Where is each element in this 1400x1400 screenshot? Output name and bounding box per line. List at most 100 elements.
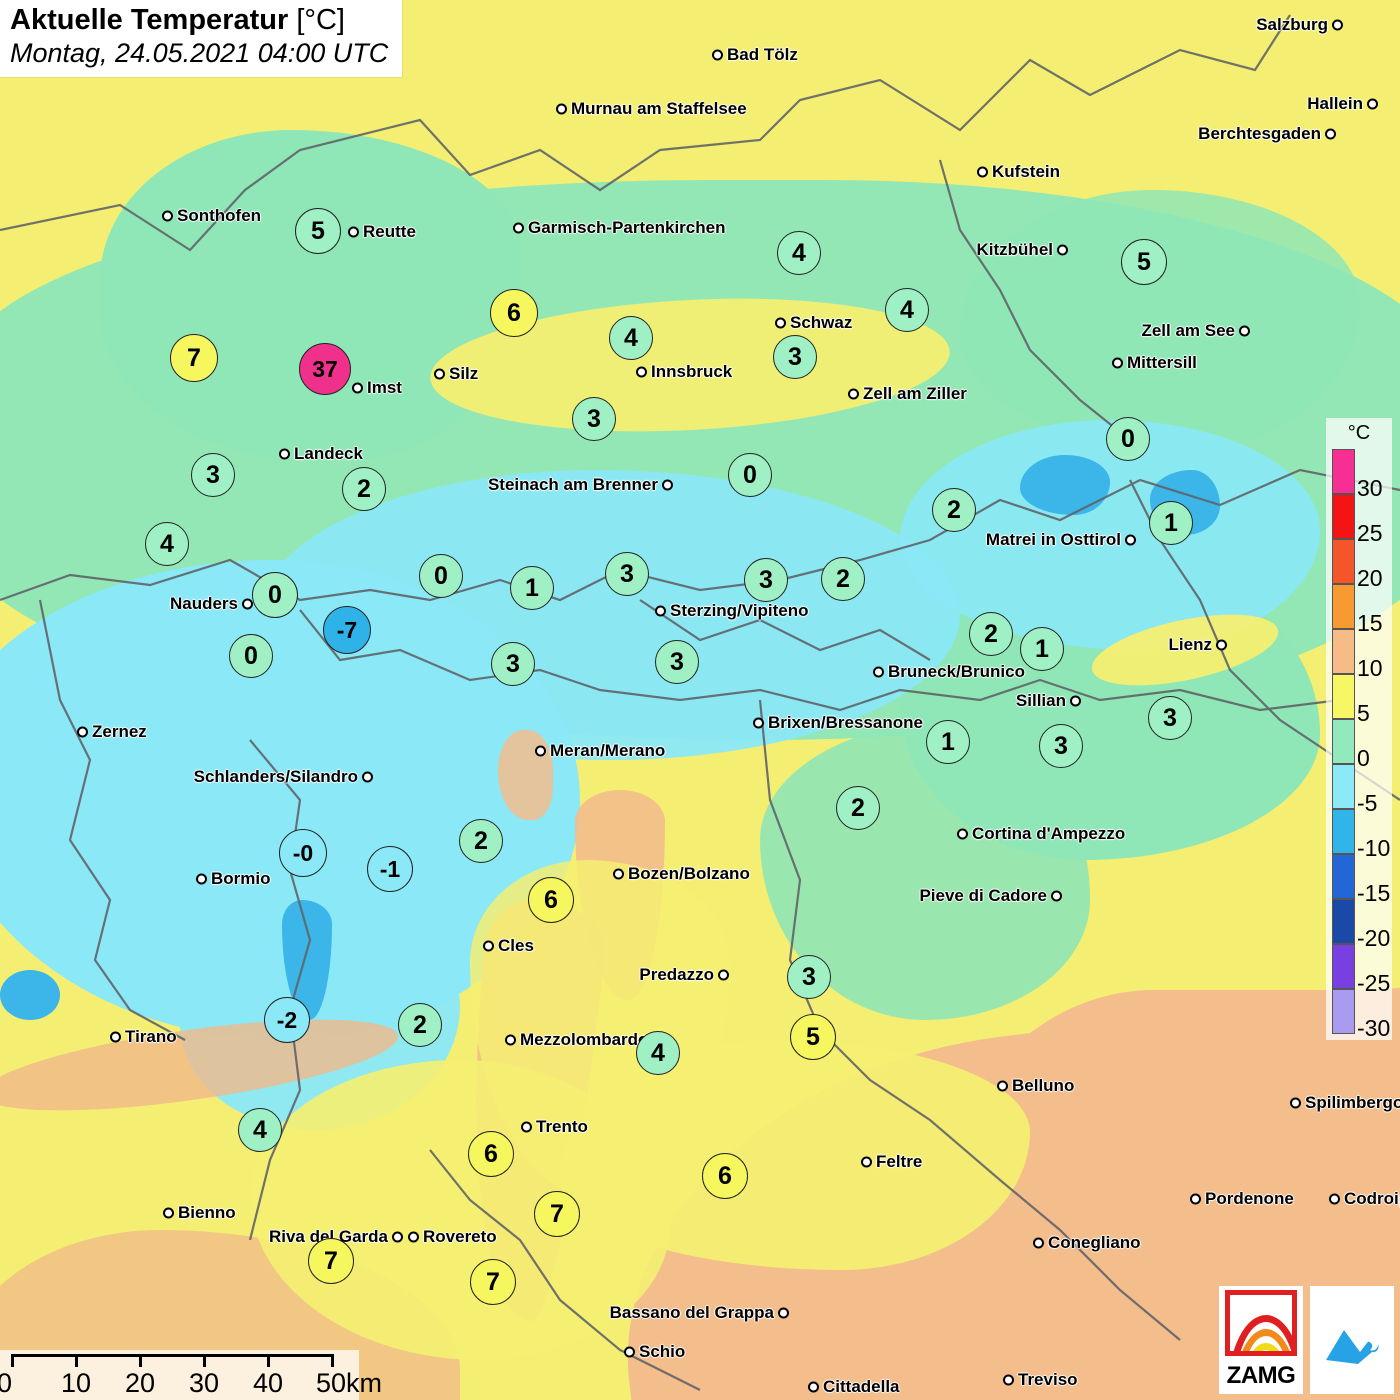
station-temperature-marker[interactable]: -7: [323, 606, 371, 654]
legend-tick-label: 30: [1357, 475, 1383, 501]
city-dot-icon: [434, 368, 445, 380]
legend-color-swatch: [1332, 584, 1355, 629]
map-title-box: Aktuelle Temperatur [°C] Montag, 24.05.2…: [0, 0, 403, 77]
city-dot-icon: [279, 448, 290, 460]
scale-tick: [139, 1354, 142, 1367]
station-temperature-marker[interactable]: 6: [702, 1153, 748, 1199]
station-temperature-marker[interactable]: 3: [773, 335, 817, 379]
city-dot-icon: [521, 1121, 532, 1133]
legend-color-swatch: [1332, 899, 1355, 944]
legend-row: -25: [1332, 944, 1392, 995]
station-temperature-marker[interactable]: 4: [885, 288, 929, 332]
station-temperature-marker[interactable]: 1: [1149, 501, 1193, 545]
station-temperature-marker[interactable]: 1: [1020, 627, 1064, 671]
city-dot-icon: [110, 1031, 121, 1043]
station-temperature-marker[interactable]: 0: [419, 554, 463, 598]
city-dot-icon: [636, 366, 647, 378]
city-dot-icon: [613, 868, 624, 880]
station-temperature-marker[interactable]: 7: [470, 1259, 516, 1305]
city-name: Sillian: [1015, 691, 1066, 710]
station-temperature-marker[interactable]: 3: [787, 955, 831, 999]
station-temperature-marker[interactable]: 6: [468, 1131, 514, 1177]
city-name: Riva del Garda: [268, 1227, 388, 1246]
station-temperature-marker[interactable]: 37: [299, 343, 351, 395]
station-temperature-marker[interactable]: 6: [490, 289, 538, 337]
scale-bar-graphic: [6, 1354, 336, 1368]
station-temperature-marker[interactable]: 2: [932, 488, 976, 532]
station-temperature-marker[interactable]: 0: [1106, 417, 1150, 461]
city-dot-icon: [1051, 890, 1062, 902]
city-dot-icon: [957, 828, 968, 840]
scale-bar-labels: 0 10 20 30 40 50km: [0, 1368, 382, 1398]
city-name: Garmisch-Partenkirchen: [528, 218, 726, 237]
station-temperature-marker[interactable]: 5: [790, 1014, 836, 1060]
station-temperature-marker[interactable]: 2: [969, 612, 1013, 656]
station-temperature-marker[interactable]: 7: [534, 1191, 580, 1237]
zamg-logo: ZAMG: [1219, 1286, 1303, 1394]
station-temperature-marker[interactable]: 3: [191, 453, 235, 497]
city-name: Imst: [367, 378, 402, 397]
station-temperature-marker[interactable]: -1: [367, 846, 413, 892]
legend-tick-label: 10: [1357, 655, 1383, 681]
station-temperature-marker[interactable]: 7: [308, 1238, 354, 1284]
station-temperature-marker[interactable]: 2: [459, 819, 503, 863]
station-temperature-marker[interactable]: 3: [1039, 724, 1083, 768]
legend-unit-label: °C: [1347, 422, 1371, 444]
station-temperature-marker[interactable]: 0: [728, 453, 772, 497]
station-temperature-marker[interactable]: -2: [264, 997, 310, 1043]
station-temperature-marker[interactable]: 0: [252, 572, 298, 618]
city-dot-icon: [196, 873, 207, 885]
city-dot-icon: [1003, 1374, 1014, 1386]
station-temperature-marker[interactable]: 4: [609, 316, 653, 360]
station-temperature-marker[interactable]: 7: [170, 334, 218, 382]
station-temperature-marker[interactable]: 4: [777, 231, 821, 275]
station-temperature-marker[interactable]: 1: [510, 566, 554, 610]
legend-tick-label: -25: [1357, 970, 1391, 996]
legend-row: 15: [1332, 584, 1392, 635]
city-dot-icon: [1290, 1097, 1301, 1109]
station-temperature-marker[interactable]: 5: [1121, 239, 1167, 285]
station-temperature-marker[interactable]: 2: [821, 557, 865, 601]
city-name: Bienno: [178, 1203, 236, 1222]
zamg-rainbow-frame: [1225, 1290, 1297, 1356]
station-temperature-marker[interactable]: 1: [926, 720, 970, 764]
station-temperature-marker[interactable]: 5: [295, 208, 341, 254]
geosphere-logo: [1310, 1286, 1394, 1394]
station-temperature-marker[interactable]: 4: [238, 1108, 282, 1152]
station-temperature-marker[interactable]: 6: [528, 877, 574, 923]
city-dot-icon: [753, 717, 764, 729]
station-temperature-marker[interactable]: 4: [636, 1031, 680, 1075]
station-temperature-marker[interactable]: 2: [342, 467, 386, 511]
city-name: Silz: [449, 364, 479, 383]
city-dot-icon: [1033, 1237, 1044, 1249]
logo-group: ZAMG: [1219, 1286, 1394, 1394]
station-temperature-marker[interactable]: 4: [145, 522, 189, 566]
band-green-alps-2: [100, 130, 520, 460]
city-name: Steinach am Brenner: [487, 475, 658, 494]
city-name: Schlanders/Silandro: [193, 767, 358, 786]
city-dot-icon: [1329, 1193, 1340, 1205]
station-temperature-marker[interactable]: 2: [836, 786, 880, 830]
legend-row: -30: [1332, 989, 1392, 1040]
station-temperature-marker[interactable]: 3: [605, 552, 649, 596]
city-dot-icon: [1325, 128, 1336, 140]
scale-tick-label: 0: [0, 1368, 13, 1398]
station-temperature-marker[interactable]: 3: [572, 397, 616, 441]
city-dot-icon: [163, 1207, 174, 1219]
legend-tick-label: -10: [1357, 835, 1391, 861]
station-temperature-marker[interactable]: 0: [229, 634, 273, 678]
station-temperature-marker[interactable]: 3: [1148, 696, 1192, 740]
temperature-legend: °C 30 25 20 15 10 5 0 -5 -10 -15 -20 -25 -30: [1326, 418, 1392, 1040]
station-temperature-marker[interactable]: 3: [655, 640, 699, 684]
station-temperature-marker[interactable]: -0: [279, 829, 327, 877]
city-name: Tirano: [125, 1027, 177, 1046]
city-name: Schio: [639, 1342, 686, 1361]
city-dot-icon: [408, 1231, 419, 1243]
city-dot-icon: [352, 382, 363, 394]
city-dot-icon: [1239, 325, 1250, 337]
station-temperature-marker[interactable]: 3: [491, 642, 535, 686]
city-dot-icon: [162, 210, 173, 222]
station-temperature-marker[interactable]: 3: [744, 558, 788, 602]
legend-tick-label: -15: [1357, 880, 1391, 906]
station-temperature-marker[interactable]: 2: [398, 1003, 442, 1047]
